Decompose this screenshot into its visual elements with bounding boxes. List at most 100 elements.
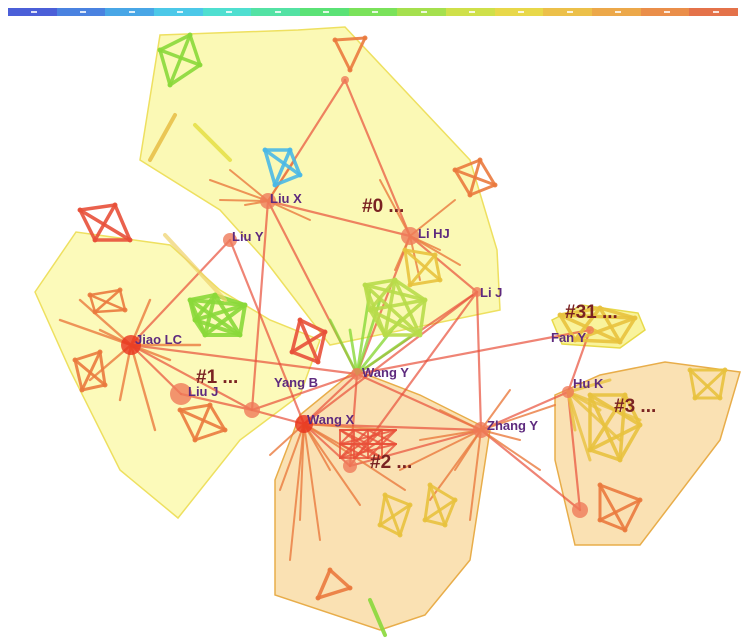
author-node[interactable] (332, 37, 338, 43)
author-node[interactable] (121, 335, 141, 355)
author-node[interactable] (343, 459, 357, 473)
author-node[interactable] (187, 32, 193, 38)
author-node[interactable] (362, 35, 368, 41)
author-node[interactable] (587, 447, 593, 453)
author-node[interactable] (272, 182, 278, 188)
author-node[interactable] (597, 305, 603, 311)
author-node[interactable] (402, 247, 408, 253)
author-node[interactable] (327, 567, 333, 573)
author-node[interactable] (167, 82, 173, 88)
author-node[interactable] (315, 359, 321, 365)
author-node[interactable] (223, 233, 237, 247)
author-node[interactable] (92, 309, 98, 315)
author-label-liu-j[interactable]: Liu J (188, 384, 218, 399)
author-node[interactable] (297, 317, 303, 323)
author-label-zhang-y[interactable]: Zhang Y (487, 418, 538, 433)
author-node[interactable] (170, 383, 192, 405)
author-node[interactable] (347, 585, 353, 591)
author-node[interactable] (260, 193, 276, 209)
author-node[interactable] (262, 147, 268, 153)
author-node[interactable] (477, 157, 483, 163)
author-node[interactable] (637, 422, 643, 428)
author-label-wang-y[interactable]: Wang Y (362, 365, 409, 380)
author-node[interactable] (322, 329, 328, 335)
author-node[interactable] (341, 76, 349, 84)
author-node[interactable] (617, 457, 623, 463)
author-node[interactable] (597, 482, 603, 488)
author-label-hu-k[interactable]: Hu K (573, 376, 604, 391)
author-node[interactable] (437, 277, 443, 283)
author-node[interactable] (177, 407, 183, 413)
author-label-li-j[interactable]: Li J (480, 285, 502, 300)
author-node[interactable] (692, 395, 698, 401)
author-node[interactable] (382, 492, 388, 498)
author-node[interactable] (289, 349, 295, 355)
author-node[interactable] (442, 522, 448, 528)
author-node[interactable] (212, 292, 218, 298)
author-node[interactable] (587, 392, 593, 398)
author-node[interactable] (467, 192, 473, 198)
author-node[interactable] (617, 339, 623, 345)
author-node[interactable] (297, 172, 303, 178)
author-node[interactable] (597, 517, 603, 523)
author-node[interactable] (102, 382, 108, 388)
author-node[interactable] (562, 386, 574, 398)
author-node[interactable] (192, 437, 198, 443)
author-node[interactable] (722, 367, 728, 373)
author-node[interactable] (72, 357, 78, 363)
author-node[interactable] (422, 297, 428, 303)
author-node[interactable] (622, 392, 628, 398)
author-label-fan-y[interactable]: Fan Y (551, 330, 586, 345)
author-node[interactable] (237, 332, 243, 338)
author-node[interactable] (77, 207, 83, 213)
author-node[interactable] (202, 332, 208, 338)
author-node[interactable] (452, 167, 458, 173)
author-node[interactable] (287, 147, 293, 153)
author-node[interactable] (407, 502, 413, 508)
author-node[interactable] (187, 297, 193, 303)
author-label-jiao-lc[interactable]: Jiao LC (135, 332, 183, 347)
author-node[interactable] (687, 367, 693, 373)
author-node[interactable] (315, 595, 321, 601)
author-node[interactable] (222, 427, 228, 433)
author-node[interactable] (622, 527, 628, 533)
author-node[interactable] (117, 287, 123, 293)
author-node[interactable] (295, 415, 313, 433)
author-node[interactable] (97, 349, 103, 355)
author-node[interactable] (557, 312, 563, 318)
author-node[interactable] (452, 497, 458, 503)
author-node[interactable] (417, 332, 423, 338)
author-label-liu-x[interactable]: Liu X (270, 191, 302, 206)
author-node[interactable] (192, 317, 198, 323)
author-node[interactable] (572, 502, 588, 518)
author-node[interactable] (351, 368, 363, 380)
author-node[interactable] (79, 387, 85, 393)
author-node[interactable] (362, 282, 368, 288)
author-node[interactable] (197, 62, 203, 68)
author-label-liu-y[interactable]: Liu Y (232, 229, 264, 244)
author-node[interactable] (422, 517, 428, 523)
author-node[interactable] (244, 402, 260, 418)
author-node[interactable] (407, 282, 413, 288)
author-node[interactable] (382, 332, 388, 338)
author-node[interactable] (717, 395, 723, 401)
author-node[interactable] (87, 292, 93, 298)
author-node[interactable] (112, 202, 118, 208)
author-node[interactable] (397, 532, 403, 538)
author-node[interactable] (401, 227, 419, 245)
author-node[interactable] (492, 182, 498, 188)
author-node[interactable] (427, 482, 433, 488)
author-node[interactable] (242, 302, 248, 308)
author-node[interactable] (377, 522, 383, 528)
author-label-li-hj[interactable]: Li HJ (418, 226, 450, 241)
author-node[interactable] (472, 287, 482, 297)
author-node[interactable] (157, 47, 163, 53)
author-node[interactable] (367, 307, 373, 313)
author-node[interactable] (347, 67, 353, 73)
author-node[interactable] (207, 402, 213, 408)
author-node[interactable] (572, 337, 578, 343)
author-node[interactable] (632, 315, 638, 321)
author-node[interactable] (473, 422, 489, 438)
author-node[interactable] (127, 237, 133, 243)
author-node[interactable] (637, 497, 643, 503)
